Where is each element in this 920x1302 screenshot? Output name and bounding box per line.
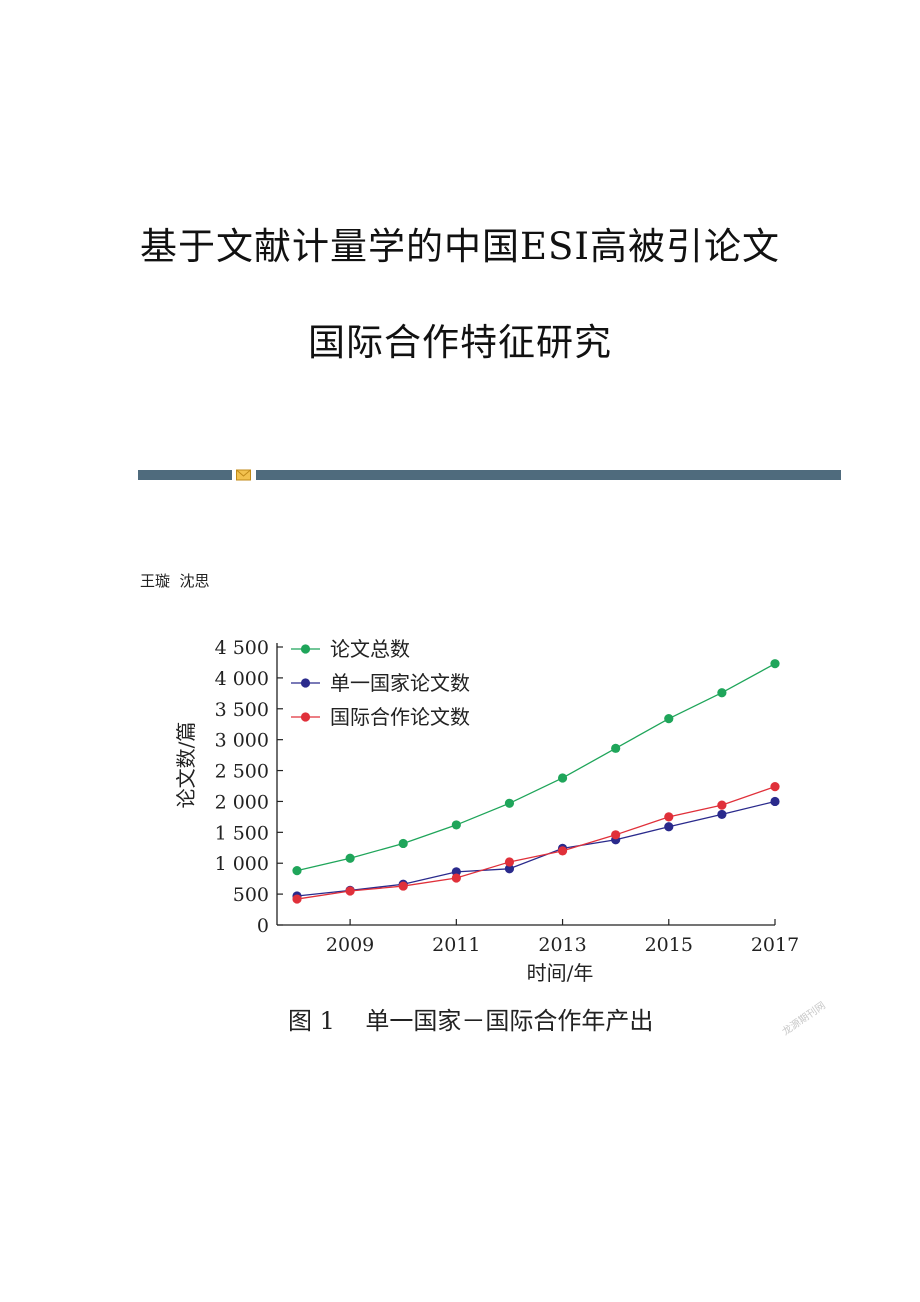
- author-list: 王璇 沈思: [140, 572, 210, 590]
- legend-marker: [300, 712, 311, 722]
- y-tick-label: 2 000: [215, 791, 269, 813]
- data-point: [557, 773, 568, 783]
- y-axis-label: 论文数/篇: [174, 722, 198, 809]
- envelope-icon: [236, 469, 251, 481]
- data-point: [770, 796, 780, 807]
- data-point: [398, 881, 408, 891]
- legend-label: 单一国家论文数: [330, 671, 470, 695]
- data-point: [717, 809, 727, 820]
- data-point: [504, 857, 515, 867]
- legend-label: 国际合作论文数: [330, 705, 470, 729]
- series-line-2: [296, 786, 776, 900]
- paper-title-line-1: 基于文献计量学的中国ESI高被引论文: [140, 225, 780, 268]
- figure-1-chart: 0 500 1 000 1 500 2 000 2 500 3 000 3 500 4 000 4…: [174, 637, 800, 1035]
- y-tick-label: 0: [257, 915, 269, 937]
- y-tick-label: 4 500: [215, 637, 269, 659]
- data-point: [504, 798, 515, 808]
- data-point: [345, 853, 355, 863]
- y-tick-label: 3 000: [215, 730, 269, 752]
- data-point: [611, 830, 621, 840]
- y-tick-label: 500: [233, 884, 269, 906]
- data-point: [557, 846, 568, 856]
- legend-marker: [300, 678, 311, 688]
- data-point: [664, 812, 674, 822]
- x-tick-label: 2013: [538, 934, 586, 956]
- title-divider-right: [256, 470, 841, 480]
- x-tick-label: 2017: [751, 934, 799, 956]
- figure-caption: 图 1 单一国家－国际合作年产出: [288, 1007, 653, 1035]
- data-point: [770, 659, 780, 669]
- data-point: [664, 822, 674, 832]
- data-point: [451, 820, 461, 830]
- paper-title-line-2: 国际合作特征研究: [308, 321, 612, 364]
- series-line-0: [296, 663, 776, 872]
- data-point: [611, 743, 621, 753]
- x-tick-label: 2009: [326, 934, 374, 956]
- data-point: [717, 800, 727, 810]
- data-point: [292, 894, 302, 904]
- data-point: [504, 864, 515, 874]
- legend-label: 论文总数: [330, 637, 410, 661]
- chart-series: [292, 659, 780, 904]
- legend-marker: [300, 644, 311, 654]
- data-point: [345, 886, 355, 896]
- y-tick-label: 1 500: [215, 822, 269, 844]
- data-point: [292, 866, 302, 876]
- y-tick-label: 3 500: [215, 699, 269, 721]
- data-point: [770, 782, 780, 792]
- title-divider-left: [138, 470, 232, 480]
- y-tick-label: 4 000: [215, 668, 269, 690]
- data-point: [717, 688, 727, 698]
- data-point: [664, 714, 674, 724]
- data-point: [398, 838, 408, 849]
- y-tick-label: 2 500: [215, 761, 269, 783]
- x-tick-label: 2011: [432, 934, 480, 956]
- series-line-1: [296, 800, 776, 897]
- y-tick-label: 1 000: [215, 853, 269, 875]
- chart-axes: 0 500 1 000 1 500 2 000 2 500 3 000 3 500 4 000 4…: [215, 637, 800, 956]
- x-axis-label: 时间/年: [527, 961, 594, 985]
- x-tick-label: 2015: [645, 934, 693, 956]
- data-point: [451, 873, 461, 883]
